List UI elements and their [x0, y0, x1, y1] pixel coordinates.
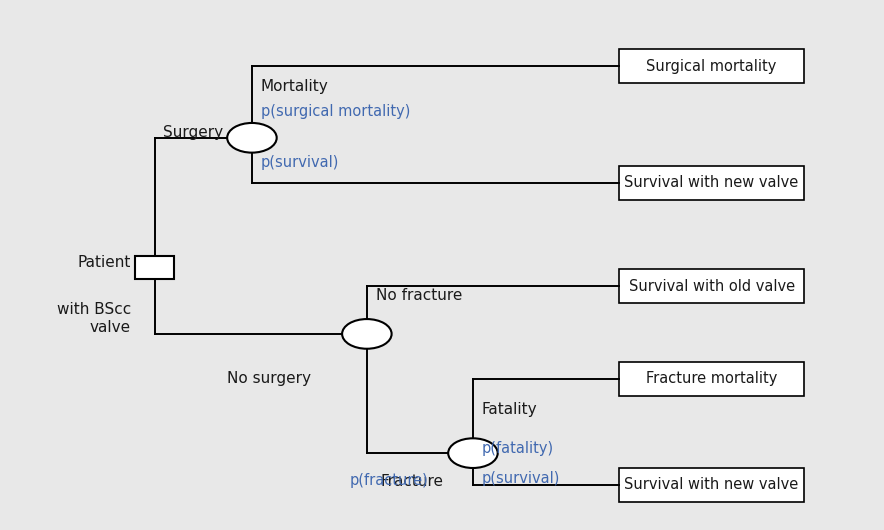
Text: Fracture mortality: Fracture mortality — [646, 372, 777, 386]
Text: Mortality: Mortality — [261, 79, 329, 94]
Text: Fatality: Fatality — [482, 402, 537, 417]
Text: Patient: Patient — [78, 255, 131, 270]
FancyBboxPatch shape — [619, 49, 804, 83]
FancyBboxPatch shape — [619, 467, 804, 502]
Text: Survival with old valve: Survival with old valve — [629, 279, 795, 294]
Text: No surgery: No surgery — [227, 371, 311, 386]
Text: Fracture: Fracture — [381, 474, 444, 489]
Text: Survival with new valve: Survival with new valve — [624, 175, 799, 190]
Text: p(survival): p(survival) — [261, 155, 339, 170]
FancyBboxPatch shape — [619, 165, 804, 200]
Text: p(fracture): p(fracture) — [349, 473, 428, 488]
Text: p(fatality): p(fatality) — [482, 441, 554, 456]
FancyBboxPatch shape — [619, 269, 804, 303]
Text: Surgical mortality: Surgical mortality — [646, 59, 777, 74]
FancyBboxPatch shape — [619, 362, 804, 396]
Text: p(survival): p(survival) — [482, 471, 560, 485]
Circle shape — [227, 123, 277, 153]
Text: with BScc
valve: with BScc valve — [57, 302, 131, 334]
Bar — [135, 256, 174, 279]
Text: p(surgical mortality): p(surgical mortality) — [261, 104, 410, 119]
Circle shape — [448, 438, 498, 468]
Text: Surgery: Surgery — [163, 125, 223, 140]
Text: No fracture: No fracture — [376, 288, 462, 303]
Text: Survival with new valve: Survival with new valve — [624, 478, 799, 492]
Circle shape — [342, 319, 392, 349]
